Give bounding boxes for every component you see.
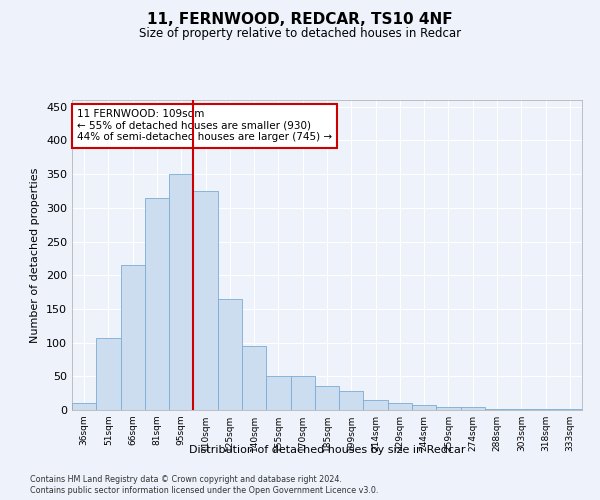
Bar — [461, 408, 485, 410]
Y-axis label: Number of detached properties: Number of detached properties — [31, 168, 40, 342]
Bar — [169, 174, 193, 410]
Bar — [145, 198, 169, 410]
Bar — [388, 404, 412, 410]
Bar — [412, 406, 436, 410]
Text: Size of property relative to detached houses in Redcar: Size of property relative to detached ho… — [139, 28, 461, 40]
Bar — [485, 408, 509, 410]
Bar — [266, 376, 290, 410]
Bar — [509, 408, 533, 410]
Bar — [242, 346, 266, 410]
Bar — [339, 391, 364, 410]
Bar — [290, 376, 315, 410]
Bar — [364, 400, 388, 410]
Bar — [436, 406, 461, 410]
Bar — [121, 265, 145, 410]
Bar — [96, 338, 121, 410]
Text: Contains HM Land Registry data © Crown copyright and database right 2024.: Contains HM Land Registry data © Crown c… — [30, 475, 342, 484]
Bar — [315, 386, 339, 410]
Bar — [193, 191, 218, 410]
Text: Contains public sector information licensed under the Open Government Licence v3: Contains public sector information licen… — [30, 486, 379, 495]
Bar — [218, 299, 242, 410]
Text: 11, FERNWOOD, REDCAR, TS10 4NF: 11, FERNWOOD, REDCAR, TS10 4NF — [147, 12, 453, 28]
Text: Distribution of detached houses by size in Redcar: Distribution of detached houses by size … — [189, 445, 465, 455]
Bar — [72, 404, 96, 410]
Text: 11 FERNWOOD: 109sqm
← 55% of detached houses are smaller (930)
44% of semi-detac: 11 FERNWOOD: 109sqm ← 55% of detached ho… — [77, 110, 332, 142]
